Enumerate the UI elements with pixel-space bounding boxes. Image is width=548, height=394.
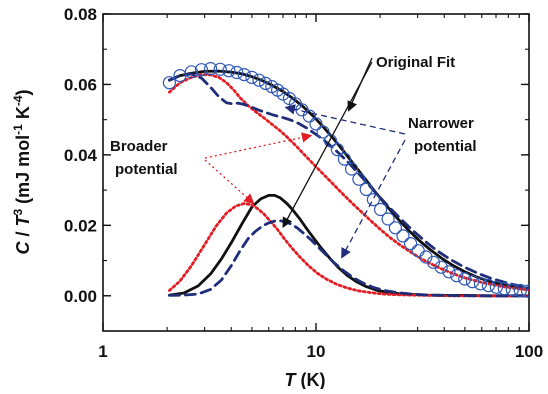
data-point xyxy=(505,283,519,297)
data-point xyxy=(381,212,395,226)
data-points-group xyxy=(162,61,529,298)
series-line-broader-upper xyxy=(167,73,529,292)
arrow-narrower-lower xyxy=(341,139,406,259)
data-point xyxy=(352,172,366,186)
y-tick-label: 0.08 xyxy=(64,5,97,24)
arrow-original-fit-lower xyxy=(282,61,373,229)
data-point xyxy=(458,272,472,286)
annotation-broader-line2: potential xyxy=(115,161,178,178)
data-point xyxy=(513,283,527,298)
y-tick-label: 0.02 xyxy=(64,216,97,235)
data-point xyxy=(323,134,338,148)
data-point xyxy=(252,73,266,87)
x-axis-label: T (K) xyxy=(285,370,326,389)
data-point xyxy=(521,284,529,298)
axes: 1 10 100 0.00 0.02 0.04 0.06 0.08 xyxy=(64,5,543,361)
series-line-original-fit-upper xyxy=(167,69,529,291)
data-point xyxy=(316,125,330,139)
data-point xyxy=(245,70,259,85)
x-tick-label: 1 xyxy=(98,342,107,361)
data-point xyxy=(450,269,464,283)
data-point xyxy=(162,76,176,90)
data-point xyxy=(473,277,488,291)
data-point xyxy=(337,152,351,166)
data-point xyxy=(374,202,388,217)
data-point xyxy=(259,76,273,91)
data-point xyxy=(465,275,480,289)
annotation-original-fit: Original Fit xyxy=(376,54,455,71)
y-tick-label: 0.06 xyxy=(64,75,97,94)
y-axis-label: C / T3 (mJ mol-1 K-4) xyxy=(11,89,33,254)
arrow-broader-upper xyxy=(204,132,313,159)
arrow-broader-lower xyxy=(204,159,255,205)
data-point xyxy=(237,67,251,82)
data-point xyxy=(366,193,380,207)
data-point xyxy=(396,229,410,243)
data-point xyxy=(442,265,456,279)
data-point xyxy=(309,117,323,131)
data-point xyxy=(388,221,402,235)
x-tick-label: 100 xyxy=(515,342,543,361)
data-point xyxy=(481,279,495,293)
data-point xyxy=(230,65,244,80)
data-point xyxy=(489,280,503,294)
data-point xyxy=(359,182,373,196)
data-point xyxy=(497,282,511,296)
data-point xyxy=(194,63,209,77)
data-point xyxy=(213,62,227,76)
data-point xyxy=(434,260,448,274)
y-tick-label: 0.04 xyxy=(64,146,98,165)
data-point xyxy=(330,143,344,157)
annotation-broader-line1: Broader xyxy=(110,138,168,155)
data-point xyxy=(204,61,218,76)
y-tick-label: 0.00 xyxy=(64,287,97,306)
data-point xyxy=(222,64,236,78)
series-line-narrower-lower xyxy=(167,219,529,298)
data-point xyxy=(173,68,187,83)
data-point xyxy=(345,162,359,176)
data-point xyxy=(426,255,441,269)
data-point xyxy=(411,244,425,258)
annotations xyxy=(204,57,406,259)
arrow-narrower-upper xyxy=(284,104,406,135)
data-point xyxy=(184,65,198,79)
x-tick-label: 10 xyxy=(307,342,326,361)
data-point xyxy=(302,109,316,123)
annotation-narrower-line1: Narrower xyxy=(408,115,474,132)
annotation-narrower-line2: potential xyxy=(414,138,477,155)
data-point xyxy=(404,237,418,251)
